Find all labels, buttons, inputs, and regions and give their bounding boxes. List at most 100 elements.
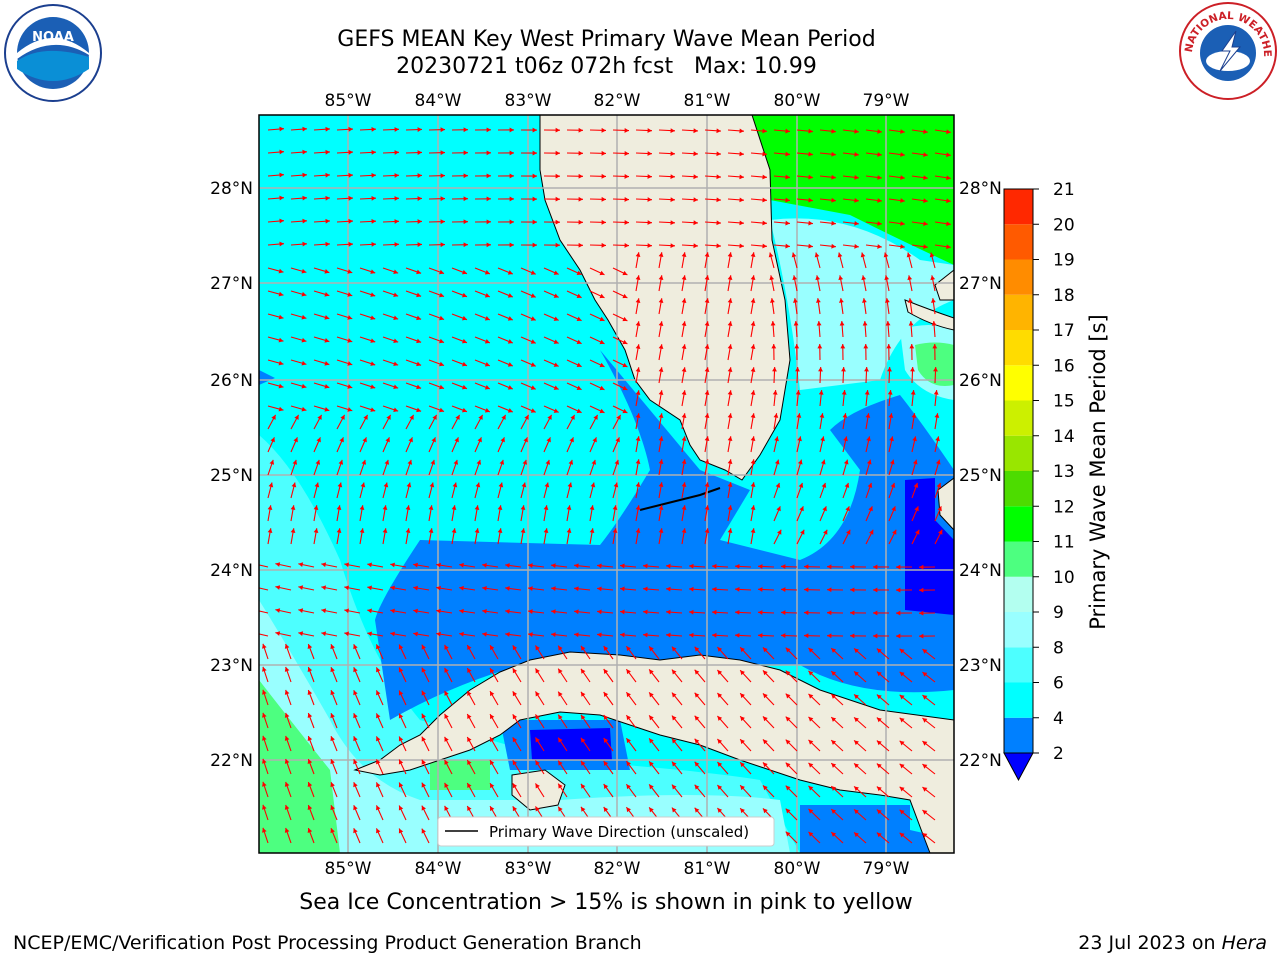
colorbar-tick-label: 21 <box>1053 180 1075 200</box>
wave-vector-head <box>337 482 343 488</box>
wave-vector-head <box>816 298 821 303</box>
wave-vector-head <box>758 610 763 615</box>
wave-vector-head <box>873 610 878 616</box>
wave-vector-head <box>532 150 537 156</box>
wave-vector-head <box>439 407 445 413</box>
wave-vector-head <box>467 805 472 811</box>
wave-vector-head <box>791 252 797 258</box>
wave-vector-head <box>528 586 533 591</box>
legend-label: Primary Wave Direction (unscaled) <box>489 823 749 841</box>
wave-vector-head <box>890 482 896 488</box>
wave-vector-head <box>520 505 526 510</box>
wave-vector-head <box>421 667 426 673</box>
lon-labels-bottom: 85°W 84°W 83°W 82°W 81°W 80°W 79°W <box>325 859 910 879</box>
period-band-8-9 <box>259 600 790 853</box>
wave-vector-head <box>394 242 399 247</box>
wave-vector-head <box>553 385 559 390</box>
wave-vector-head <box>486 219 491 225</box>
wave-vector-head <box>597 632 602 638</box>
wave-vector-head <box>555 127 560 133</box>
wave-vector-head <box>935 436 940 442</box>
wave-vector-head <box>512 737 518 743</box>
wave-vector-head <box>795 390 801 395</box>
wave-vector-head <box>421 759 426 765</box>
wave-vector-head <box>911 413 917 418</box>
wave-vector-head <box>347 315 353 320</box>
wave-vector-head <box>439 361 445 367</box>
wave-vector-head <box>477 437 482 443</box>
wave-vector-head <box>558 737 563 743</box>
wave-vector-head <box>727 344 733 349</box>
wave-vector-head <box>417 173 422 178</box>
wave-vector-head <box>877 175 882 180</box>
wave-vector-head <box>347 292 353 297</box>
wave-vector-head <box>946 129 951 135</box>
wave-vector-head <box>693 128 698 134</box>
wave-vector-head <box>854 128 859 134</box>
wave-vector-head <box>841 390 847 395</box>
wave-vector-head <box>843 459 849 465</box>
wave-vector-head <box>750 321 756 326</box>
wave-vector-head <box>576 293 582 298</box>
wave-vector-head <box>348 126 353 132</box>
wave-vector-head <box>869 529 874 535</box>
wave-vector-head <box>620 586 625 592</box>
wave-vector-head <box>509 127 514 133</box>
wave-vector-head <box>324 292 330 297</box>
wave-vector-head <box>490 806 495 812</box>
wave-vector-head <box>551 586 556 592</box>
wave-vector-head <box>658 321 664 326</box>
wave-vector-head <box>919 633 924 639</box>
wave-vector-head <box>439 338 445 344</box>
wave-vector-head <box>454 437 459 443</box>
wave-vector-head <box>484 293 490 298</box>
lat-label-left: 26°N <box>210 371 253 391</box>
wave-vector-head <box>693 243 698 249</box>
wave-vector-head <box>463 150 468 156</box>
wave-vector-head <box>624 243 629 248</box>
wave-vector-head <box>348 172 353 178</box>
wave-vector-head <box>739 128 744 134</box>
wave-vector-head <box>647 220 652 225</box>
colorbar-segment <box>1004 259 1033 295</box>
colorbar-segment <box>1004 330 1033 366</box>
wave-vector-head <box>649 646 654 652</box>
wave-vector-head <box>831 174 836 180</box>
period-band-10-11-north <box>750 115 954 265</box>
wave-vector-head <box>376 644 381 650</box>
wave-vector-head <box>421 644 426 650</box>
wave-vector-head <box>284 689 290 695</box>
wave-vector-head <box>278 406 284 412</box>
wave-vector-head <box>612 505 618 510</box>
wave-vector-head <box>393 407 399 412</box>
wave-vector-head <box>626 807 631 813</box>
wave-vector-head <box>440 127 445 133</box>
period-band-2-4-edge <box>259 370 275 385</box>
wave-vector-head <box>860 252 866 258</box>
wave-vector-head <box>842 413 848 418</box>
wave-vector-head <box>808 739 814 745</box>
wave-vector-head <box>689 632 694 638</box>
wave-vector-head <box>555 196 560 202</box>
wave-vector-head <box>307 667 313 672</box>
wave-vector-head <box>580 737 586 743</box>
wave-vector-head <box>946 152 951 158</box>
lon-label-bottom: 82°W <box>594 859 641 879</box>
wave-vector-head <box>808 197 813 203</box>
wave-vector-head <box>405 505 411 510</box>
wave-vector-head <box>796 413 802 418</box>
wave-vector-head <box>919 610 924 616</box>
wave-vector-head <box>717 715 723 721</box>
wave-vector-head <box>430 459 436 465</box>
wave-vector-head <box>553 316 559 321</box>
wave-vector-head <box>626 692 631 698</box>
wave-vector-head <box>603 691 609 697</box>
noaa-logo: NOAA <box>4 4 102 102</box>
wave-vector-head <box>635 298 641 303</box>
period-band-9-10-cuba <box>430 760 490 790</box>
wave-vector-head <box>290 505 296 510</box>
wave-vector-head <box>279 195 284 201</box>
wave-vector-head <box>694 669 700 675</box>
wave-vector-head <box>854 740 859 746</box>
